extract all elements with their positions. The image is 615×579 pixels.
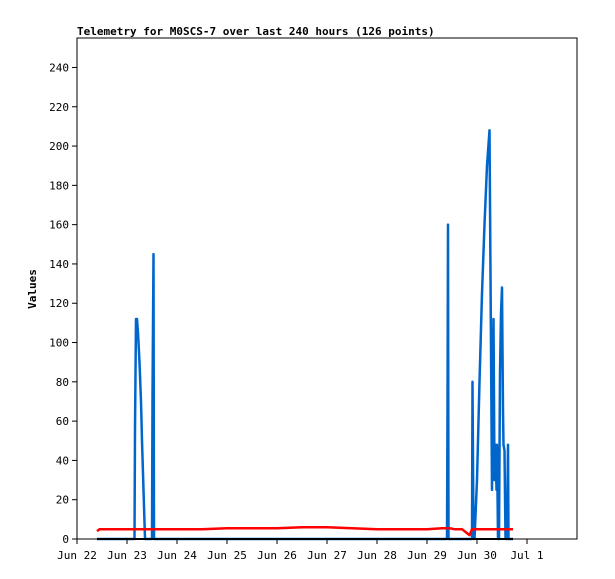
series-line-1 [97,129,514,541]
y-tick-label: 220 [49,101,69,114]
x-tick-label: Jun 27 [307,549,347,562]
y-tick-label: 240 [49,61,69,74]
x-tick-label: Jun 30 [457,549,497,562]
x-tick-label: Jun 26 [257,549,297,562]
x-tick-label: Jun 25 [207,549,247,562]
series-line-2 [96,525,513,537]
y-tick-label: 180 [49,179,69,192]
x-tick-label: Jun 28 [357,549,397,562]
y-tick-label: 100 [49,337,69,350]
y-axis-label: Values [26,269,39,309]
x-tick-label: Jun 29 [407,549,447,562]
y-tick-label: 160 [49,219,69,232]
y-axis: 0 20 40 60 80 100 120 140 160 180 200 220 240 [49,61,77,546]
x-axis: Jun 22 Jun 23 Jun 24 Jun 25 Jun 26 Jun 27 Jun … [57,539,544,562]
x-tick-label: Jun 23 [107,549,147,562]
y-tick-label: 140 [49,258,69,271]
y-tick-label: 200 [49,140,69,153]
x-tick-label: Jun 24 [157,549,197,562]
y-tick-label: 40 [56,454,69,467]
y-tick-label: 120 [49,297,69,310]
x-tick-label: Jun 22 [57,549,97,562]
chart-title: Telemetry for M0SCS-7 over last 240 hour… [77,25,435,38]
y-tick-label: 0 [62,533,69,546]
y-tick-label: 20 [56,494,69,507]
x-tick-label: Jul 1 [510,549,543,562]
y-tick-label: 60 [56,415,69,428]
y-tick-label: 80 [56,376,69,389]
